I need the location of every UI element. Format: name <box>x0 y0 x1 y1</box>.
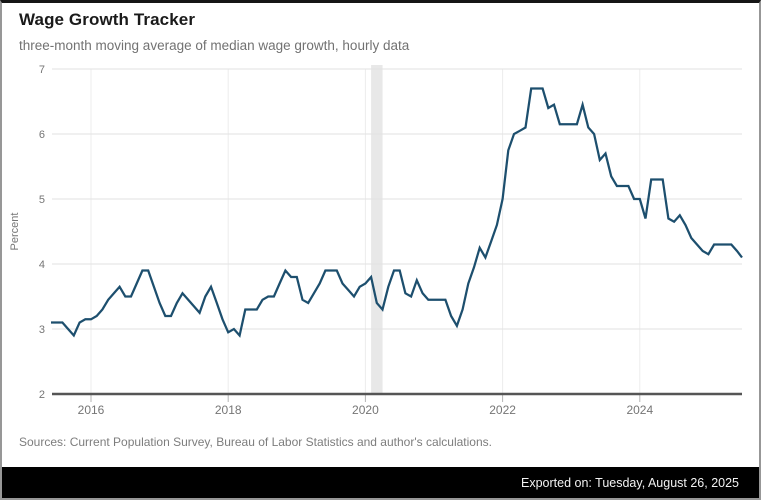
x-tick-label: 2020 <box>352 403 379 417</box>
export-timestamp: Exported on: Tuesday, August 26, 2025 <box>521 475 739 490</box>
y-tick-label: 6 <box>39 129 45 141</box>
y-tick-label: 4 <box>39 259 45 271</box>
y-tick-label: 5 <box>39 194 45 206</box>
wage-growth-line-chart: 2016 2018 2020 2022 2024 2 3 4 5 6 7 Percent <box>9 64 743 417</box>
y-tick-label: 2 <box>39 389 45 401</box>
x-tick-label: 2022 <box>489 403 516 417</box>
y-tick-label: 3 <box>39 324 45 336</box>
page-title: Wage Growth Tracker <box>19 10 196 29</box>
x-tick-label: 2024 <box>626 403 653 417</box>
x-tick-label: 2016 <box>78 403 105 417</box>
y-tick-label: 7 <box>39 64 45 76</box>
chart-subtitle: three-month moving average of median wag… <box>19 38 410 53</box>
y-axis-label: Percent <box>9 213 21 251</box>
recession-band <box>371 65 383 394</box>
x-tick-label: 2018 <box>215 403 242 417</box>
source-note: Sources: Current Population Survey, Bure… <box>19 435 492 449</box>
export-bar: Exported on: Tuesday, August 26, 2025 <box>2 467 759 498</box>
wage-growth-series-line <box>51 87 743 338</box>
